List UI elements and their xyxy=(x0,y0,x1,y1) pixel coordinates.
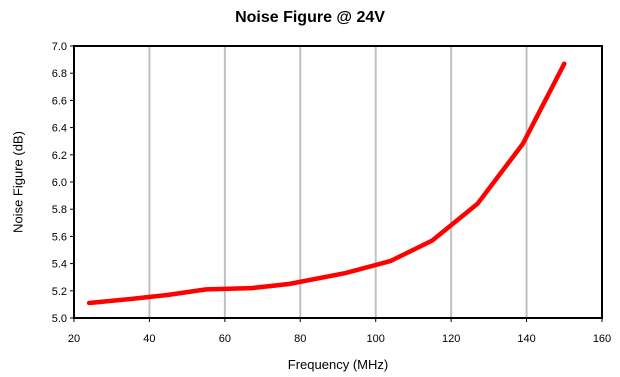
y-tick-label: 6.8 xyxy=(52,68,67,80)
x-tick-label: 120 xyxy=(442,333,460,345)
x-tick-label: 80 xyxy=(294,333,306,345)
y-tick-label: 6.0 xyxy=(52,177,67,189)
x-tick-label: 100 xyxy=(367,333,385,345)
y-tick-label: 5.2 xyxy=(52,286,67,298)
x-tick-label: 20 xyxy=(68,333,80,345)
tick-labels: 20 40 60 80 100 120 140 160 5.0 5.2 5.4 5.6 5.8 6.0 6.… xyxy=(52,41,611,345)
chart-title: Noise Figure @ 24V xyxy=(235,9,385,26)
y-tick-label: 5.0 xyxy=(52,313,67,325)
y-axis-label: Noise Figure (dB) xyxy=(10,131,26,233)
x-tick-label: 160 xyxy=(593,333,611,345)
x-axis-label: Frequency (MHz) xyxy=(287,357,389,372)
x-tick-label: 60 xyxy=(219,333,231,345)
x-tick-label: 40 xyxy=(143,333,155,345)
plot-frame xyxy=(73,45,603,319)
noise-figure-line xyxy=(86,61,567,306)
y-tick-label: 6.2 xyxy=(52,150,67,162)
grid-lines xyxy=(148,46,528,318)
x-tick-label: 140 xyxy=(517,333,535,345)
y-tick-label: 5.4 xyxy=(52,259,67,271)
axis-ticks xyxy=(70,45,603,322)
y-tick-label: 6.6 xyxy=(52,95,67,107)
series-layer xyxy=(86,61,567,306)
y-tick-label: 5.8 xyxy=(52,204,67,216)
y-tick-label: 7.0 xyxy=(52,41,67,53)
y-tick-label: 5.6 xyxy=(52,231,67,243)
y-tick-label: 6.4 xyxy=(52,123,67,135)
